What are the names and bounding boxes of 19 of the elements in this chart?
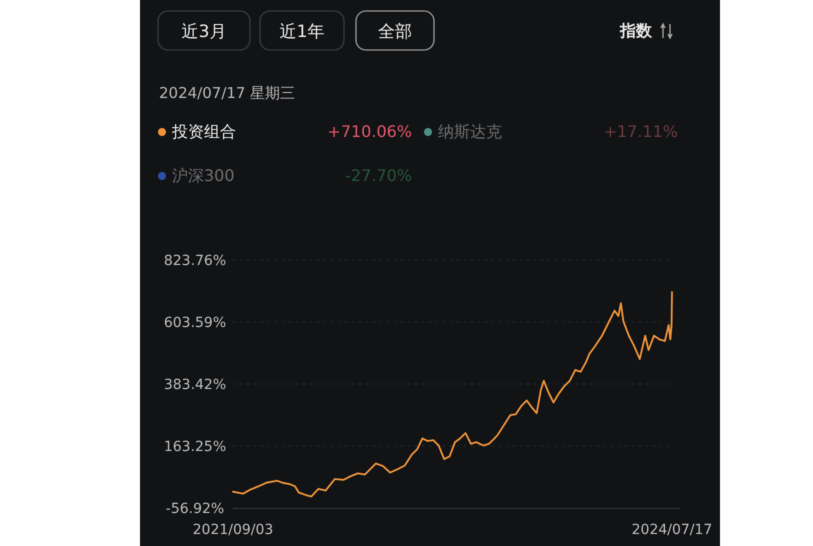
y-tick-label: -56.92% (166, 501, 224, 517)
y-tick-label: 823.76% (164, 253, 226, 269)
text: 近1年 (280, 22, 324, 42)
legend-label: 沪深300 (172, 166, 235, 185)
text: 全部 (378, 22, 412, 42)
text: +710.06% (327, 122, 412, 141)
text: 近3月 (182, 22, 226, 42)
y-tick-label: 163.25% (164, 439, 226, 455)
y-tick-label: 383.42% (164, 377, 226, 393)
x-tick-label: 2021/09/03 (192, 522, 274, 538)
legend-label: 纳斯达克 (438, 122, 502, 141)
legend-label: 投资组合 (171, 122, 236, 141)
text: 指数 (619, 21, 653, 40)
text: +17.11% (604, 122, 678, 141)
line-series (232, 291, 673, 498)
chart-subtitle: 2024/07/17 星期三 (159, 84, 296, 102)
y-tick-label: 603.59% (164, 315, 226, 331)
text: -27.70% (345, 166, 412, 185)
x-tick-label: 2024/07/17 (632, 522, 712, 538)
